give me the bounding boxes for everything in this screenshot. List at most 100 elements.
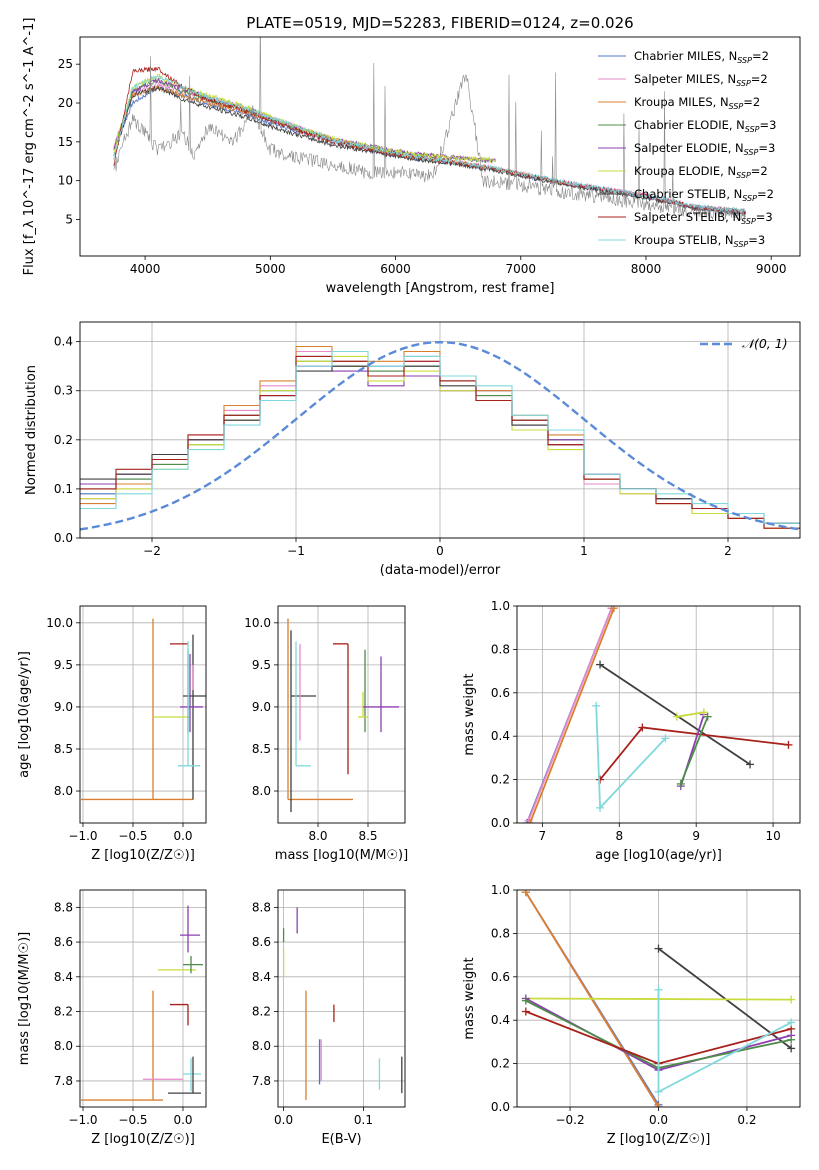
x-tick-label: 8000 — [631, 262, 662, 276]
panels: 4000 5000 6000 7000 8000 9000510152025wavelen… — [17, 18, 801, 1147]
x-tick-label: 7 — [539, 829, 547, 843]
histogram-step — [80, 350, 800, 524]
axes-frame — [277, 889, 406, 1108]
x-tick-label: 9000 — [756, 262, 787, 276]
legend-value: =2 — [743, 95, 760, 109]
y-tick-label: 8.4 — [252, 970, 271, 984]
legend-label: 𝒩(0, 1) — [742, 336, 788, 351]
panel-massweight_vs_Z: −0.2 0.0 0.2 0.0 0.2 0.4 0.6 0.8 1.0 Z [log10(Z/Z… — [462, 883, 801, 1147]
panel-mass_vs_ebv: 0.0 0.1 7.8 8.0 8.2 8.4 8.6 8.8 E(B-V) — [252, 889, 406, 1147]
spectrum-line — [113, 77, 496, 164]
legend-value: =2 — [751, 164, 768, 178]
y-tick-label: 9.0 — [252, 700, 271, 714]
x-axis-label: E(B-V) — [321, 1132, 361, 1147]
y-tick-label: 8.5 — [252, 742, 271, 756]
panel-age_vs_Z: −1.0 −0.5 0.0 8.0 8.5 9.0 9.5 10.0 Z [log10(Z/Z☉… — [17, 605, 207, 863]
x-axis-label: (data-model)/error — [380, 563, 501, 578]
y-tick-label: 0.4 — [491, 1013, 510, 1027]
legend-label: Chabrier ELODIE, NSSP=3 — [634, 118, 776, 134]
x-tick-label: 2 — [724, 544, 732, 558]
legend-value: =2 — [752, 49, 769, 63]
legend-subscript: SSP — [734, 240, 749, 249]
y-tick-label: 0.0 — [491, 816, 510, 830]
y-tick-label: 0.2 — [491, 773, 510, 787]
axes-frame — [516, 605, 801, 824]
x-tick-label: 9 — [692, 829, 700, 843]
panel-spectrum: 4000 5000 6000 7000 8000 9000 5 10 15 20 25 wavelen… — [22, 18, 801, 296]
x-axis-label: mass [log10(M/M☉)] — [275, 848, 408, 863]
x-tick-label: 8 — [615, 829, 623, 843]
axes-frame — [79, 321, 801, 539]
y-tick-label: 0.1 — [54, 482, 73, 496]
y-tick-label: 8.2 — [252, 1005, 271, 1019]
y-tick-label: 7.8 — [252, 1074, 271, 1088]
x-tick-label: 0 — [436, 544, 444, 558]
axes-frame — [277, 605, 406, 824]
y-tick-label: 8.6 — [252, 935, 271, 949]
spectrum-line — [113, 73, 746, 214]
legend-label: Chabrier MILES, NSSP=2 — [634, 49, 769, 65]
x-tick-label: −1.0 — [68, 829, 97, 843]
y-axis-label: mass weight — [462, 673, 477, 755]
y-tick-label: 20 — [58, 96, 73, 110]
y-axis-label: Flux [f_λ 10^-17 erg cm^-2 s^-1 A^-1] — [22, 18, 37, 276]
x-axis-label: age [log10(age/yr)] — [595, 848, 722, 863]
weight-line — [599, 663, 751, 766]
y-tick-label: 0.0 — [491, 1100, 510, 1114]
legend-subscript: SSP — [736, 79, 751, 88]
y-axis-label: Normed distribution — [24, 365, 39, 495]
legend-label: Salpeter MILES, NSSP=2 — [634, 72, 768, 88]
x-tick-label: −0.5 — [118, 1113, 147, 1127]
series-group — [521, 890, 796, 1107]
panel-mass_vs_Z: −1.0 −0.5 0.0 7.8 8.0 8.2 8.4 8.6 8.8 Z [log10(Z/… — [17, 889, 207, 1147]
y-tick-label: 9.5 — [54, 658, 73, 672]
legend-subscript: SSP — [737, 56, 752, 65]
x-tick-label: 4000 — [130, 262, 161, 276]
y-tick-label: 0.6 — [491, 686, 510, 700]
y-axis-label: mass weight — [462, 957, 477, 1039]
x-tick-label: 6000 — [380, 262, 411, 276]
spectrum-line — [113, 85, 746, 216]
x-tick-label: −1.0 — [68, 1113, 97, 1127]
spectrum-line — [113, 37, 746, 221]
legend-subscript: SSP — [729, 102, 744, 111]
legend-value: =3 — [758, 141, 775, 155]
x-tick-label: 8.0 — [308, 829, 327, 843]
y-tick-label: 8.0 — [54, 1039, 73, 1053]
y-tick-label: 8.0 — [252, 784, 271, 798]
x-tick-label: 0.2 — [737, 1113, 756, 1127]
x-tick-label: 0.0 — [173, 1113, 192, 1127]
x-tick-label: 5000 — [255, 262, 286, 276]
y-tick-label: 8.5 — [54, 742, 73, 756]
points-group — [282, 907, 403, 1101]
y-tick-label: 10.0 — [46, 616, 73, 630]
series-group — [80, 340, 800, 531]
weight-line — [595, 705, 667, 810]
x-tick-label: −1 — [287, 544, 305, 558]
weight-line — [679, 716, 709, 785]
figure-title: PLATE=0519, MJD=52283, FIBERID=0124, z=0… — [246, 14, 633, 32]
gaussian-curve — [80, 340, 800, 531]
axes-frame — [516, 889, 801, 1108]
x-tick-label: 10 — [765, 829, 780, 843]
weight-line — [527, 607, 613, 822]
y-tick-label: 25 — [58, 57, 73, 71]
y-tick-label: 8.8 — [252, 900, 271, 914]
legend-value: =3 — [760, 118, 777, 132]
y-tick-label: 8.6 — [54, 935, 73, 949]
legend-subscript: SSP — [744, 148, 759, 157]
y-tick-label: 8.4 — [54, 970, 73, 984]
x-tick-label: 0.0 — [173, 829, 192, 843]
y-tick-label: 10.0 — [244, 616, 271, 630]
weight-line — [529, 607, 615, 823]
legend-label: Kroupa MILES, NSSP=2 — [634, 95, 760, 111]
legend-subscript: SSP — [742, 194, 757, 203]
series-group — [522, 606, 793, 823]
y-tick-label: 0.4 — [54, 335, 73, 349]
panel-residuals: −2 −1 0 1 2 0.0 0.1 0.2 0.3 0.4 (data-model)/error… — [24, 321, 801, 578]
y-tick-label: 0.2 — [54, 433, 73, 447]
x-axis-label: Z [log10(Z/Z☉)] — [91, 848, 195, 863]
series-group — [113, 37, 747, 221]
points-group — [81, 905, 203, 1101]
